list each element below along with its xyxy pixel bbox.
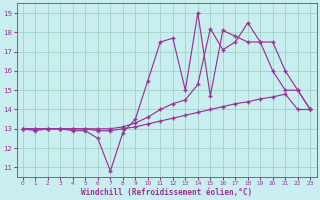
- X-axis label: Windchill (Refroidissement éolien,°C): Windchill (Refroidissement éolien,°C): [81, 188, 252, 197]
